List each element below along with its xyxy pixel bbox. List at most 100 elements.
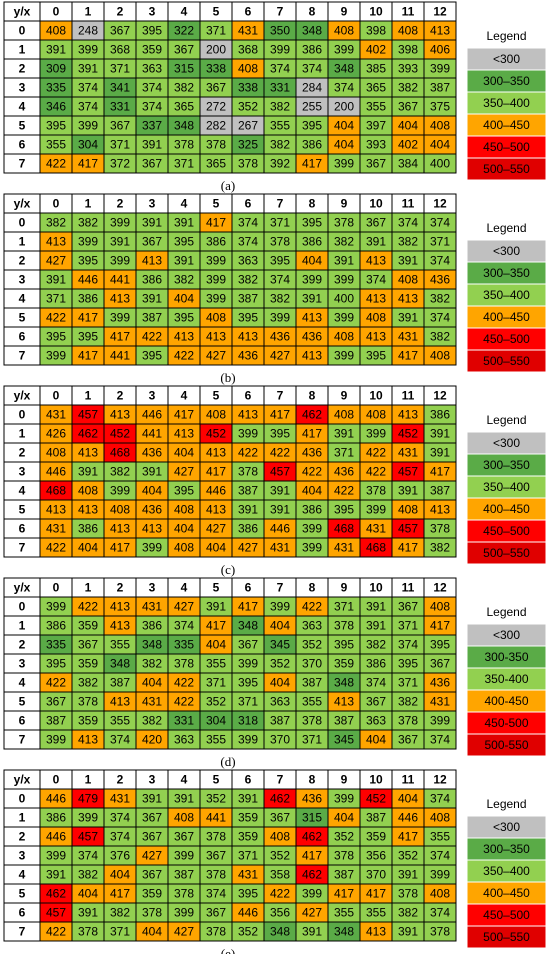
cell-value: 378 <box>270 235 290 249</box>
cell-value: 391 <box>398 311 418 325</box>
cell-value: 348 <box>334 62 354 76</box>
cell-value: 399 <box>270 311 290 325</box>
cell-value: 417 <box>110 887 130 901</box>
column-label: 11 <box>402 197 415 211</box>
cell-value: 408 <box>174 503 194 517</box>
cell-value: 378 <box>142 906 162 920</box>
row-label: 0 <box>19 24 26 38</box>
cell-value: 345 <box>270 638 290 652</box>
cell-value: 404 <box>334 119 354 133</box>
legend-label: 450–500 <box>483 908 530 922</box>
column-label: 2 <box>117 389 124 403</box>
cell-value: 417 <box>270 408 290 422</box>
cell-value: 355 <box>366 906 386 920</box>
cell-value: 413 <box>110 408 130 422</box>
cell-value: 399 <box>78 235 98 249</box>
cell-value: 427 <box>46 254 66 268</box>
cell-value: 367 <box>110 24 130 38</box>
cell-value: 417 <box>430 619 450 633</box>
column-label: 11 <box>402 773 415 787</box>
row-label: 2 <box>19 638 26 652</box>
cell-value: 378 <box>206 925 226 939</box>
row-label: 6 <box>19 138 26 152</box>
cell-value: 367 <box>78 638 98 652</box>
cell-value: 422 <box>46 157 66 171</box>
column-label: 11 <box>402 389 415 403</box>
column-label: 3 <box>149 5 156 19</box>
cell-value: 374 <box>78 100 98 114</box>
column-label: 3 <box>149 773 156 787</box>
cell-value: 422 <box>46 676 66 690</box>
cell-value: 417 <box>78 157 98 171</box>
cell-value: 374 <box>366 273 386 287</box>
cell-value: 367 <box>206 906 226 920</box>
column-label: 1 <box>85 197 92 211</box>
cell-value: 395 <box>142 349 162 363</box>
cell-value: 395 <box>334 638 354 652</box>
row-label: 6 <box>19 714 26 728</box>
cell-value: 367 <box>366 157 386 171</box>
cell <box>423 153 457 174</box>
cell-value: 371 <box>206 676 226 690</box>
cell-value: 386 <box>46 811 66 825</box>
cell-value: 382 <box>78 868 98 882</box>
legend-label: 300-350 <box>484 650 528 664</box>
cell-value: 359 <box>334 657 354 671</box>
column-label: 8 <box>309 5 316 19</box>
cell-value: 413 <box>398 408 418 422</box>
cell-value: 378 <box>174 138 194 152</box>
cell-value: 378 <box>334 619 354 633</box>
cell-value: 376 <box>110 849 130 863</box>
cell-value: 395 <box>46 657 66 671</box>
row-label: 7 <box>19 157 26 171</box>
column-label: 4 <box>181 773 188 787</box>
cell-value: 363 <box>270 695 290 709</box>
cell-value: 417 <box>302 849 322 863</box>
column-label: 4 <box>181 5 188 19</box>
cell-value: 452 <box>206 427 226 441</box>
column-label: 0 <box>53 197 60 211</box>
cell-value: 359 <box>238 811 258 825</box>
cell-value: 408 <box>366 408 386 422</box>
cell-value: 382 <box>398 695 418 709</box>
cell-value: 386 <box>302 503 322 517</box>
cell-value: 371 <box>398 619 418 633</box>
cell-value: 413 <box>302 311 322 325</box>
cell-value: 413 <box>78 446 98 460</box>
cell-value: 304 <box>206 714 226 728</box>
column-label: 6 <box>245 773 252 787</box>
cell-value: 374 <box>142 100 162 114</box>
cell-value: 422 <box>366 465 386 479</box>
cell-value: 359 <box>366 830 386 844</box>
cell-value: 393 <box>366 138 386 152</box>
row-label: 2 <box>19 830 26 844</box>
cell-value: 391 <box>334 254 354 268</box>
cell-value: 436 <box>302 330 322 344</box>
cell-value: 374 <box>110 830 130 844</box>
cell-value: 378 <box>206 830 226 844</box>
cell-value: 382 <box>334 235 354 249</box>
cell-value: 346 <box>46 100 66 114</box>
cell-value: 386 <box>302 43 322 57</box>
cell-value: 355 <box>302 695 322 709</box>
row-label: 0 <box>19 600 26 614</box>
cell-value: 408 <box>46 446 66 460</box>
legend-label: 400–450 <box>483 886 530 900</box>
cell-value: 422 <box>302 600 322 614</box>
cell-value: 413 <box>238 330 258 344</box>
cell-value: 371 <box>110 62 130 76</box>
cell-value: 446 <box>46 792 66 806</box>
cell-value: 371 <box>110 925 130 939</box>
row-label: 4 <box>19 676 26 690</box>
column-label: 12 <box>433 389 447 403</box>
cell-value: 391 <box>430 446 450 460</box>
cell-value: 399 <box>110 216 130 230</box>
column-label: 10 <box>369 5 383 19</box>
legend-label: 500–550 <box>483 930 530 944</box>
cell-value: 355 <box>206 733 226 747</box>
cell-value: 404 <box>430 138 450 152</box>
cell-value: 395 <box>302 119 322 133</box>
cell-value: 462 <box>302 408 322 422</box>
cell-value: 399 <box>334 349 354 363</box>
cell-value: 399 <box>174 849 194 863</box>
